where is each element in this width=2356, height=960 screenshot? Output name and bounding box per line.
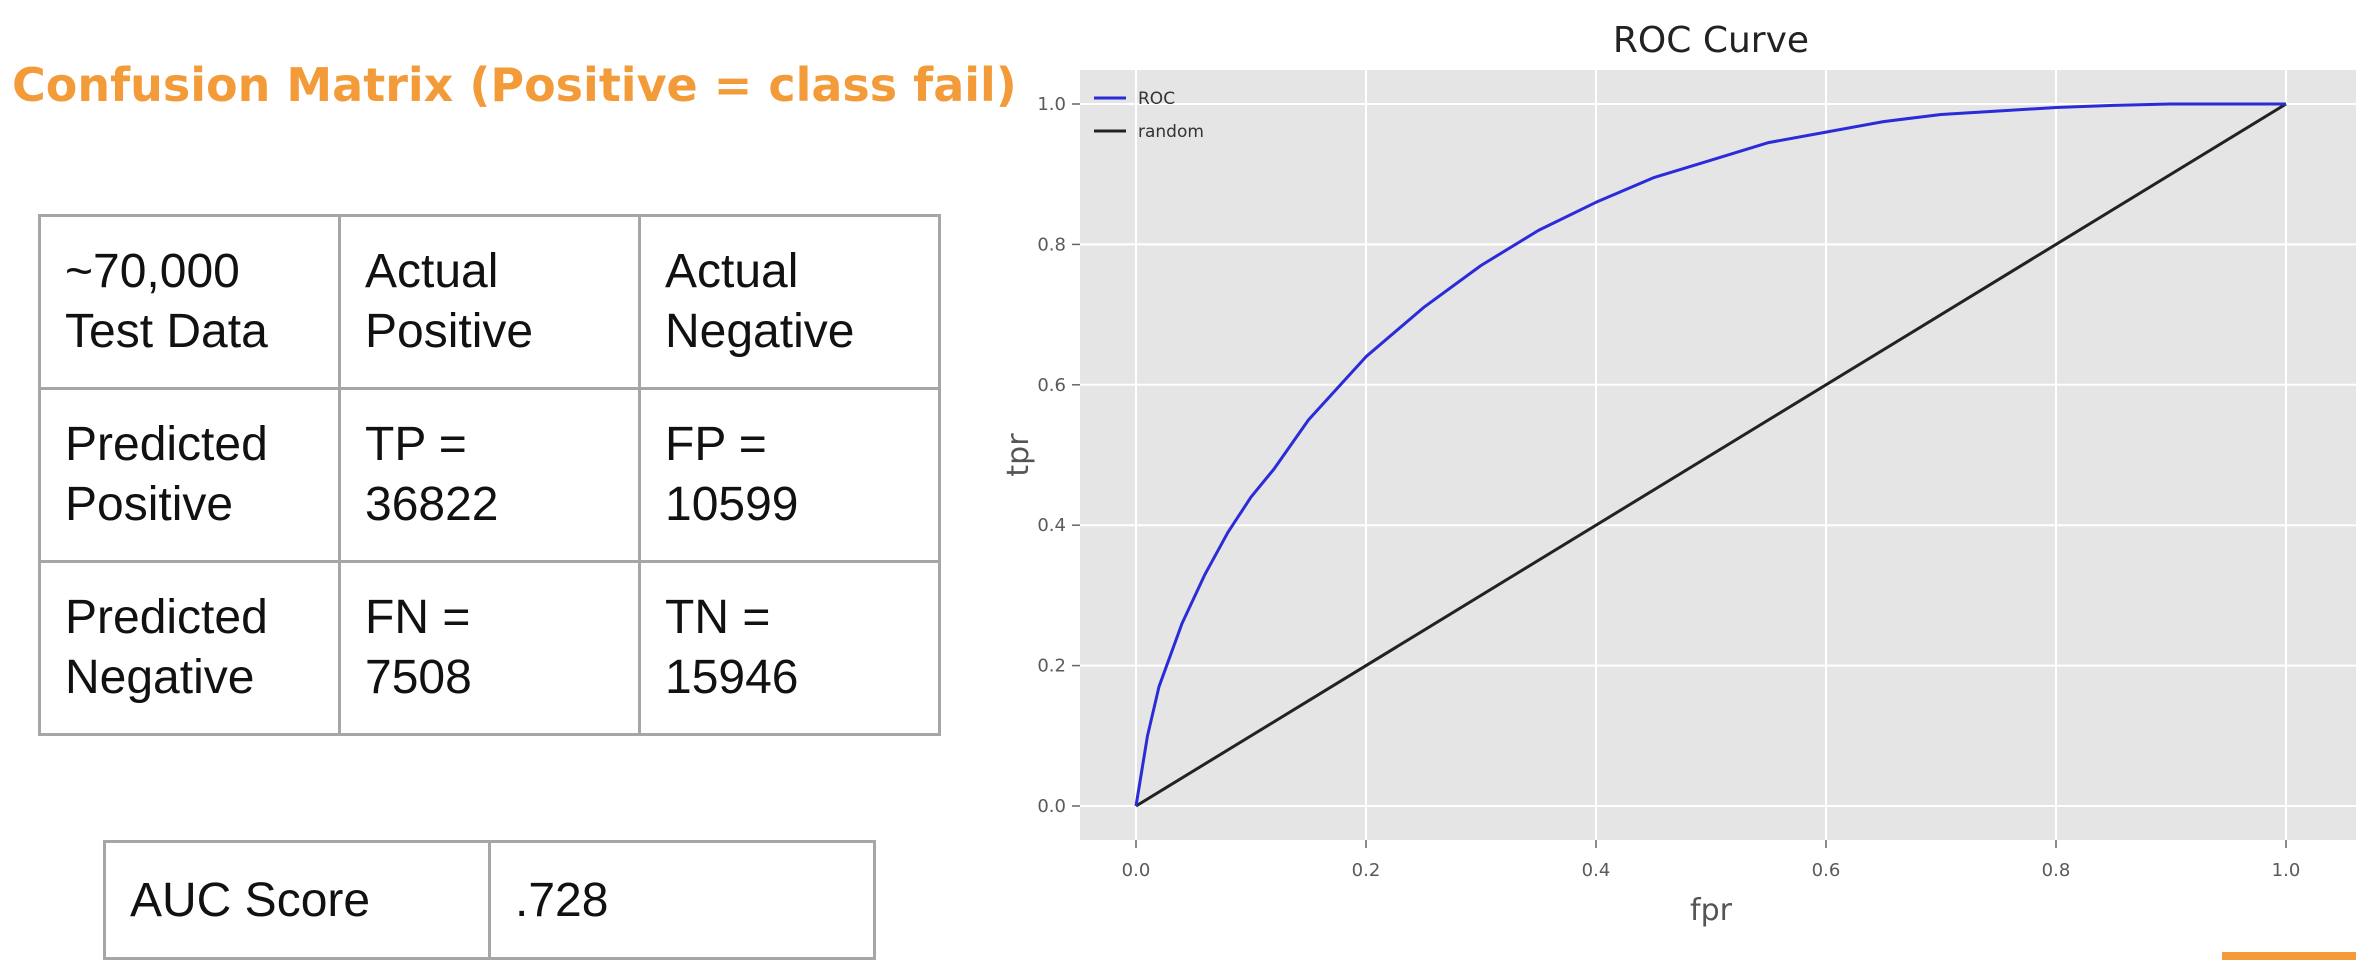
y-tick-label: 1.0 (1037, 94, 1066, 115)
table-row: Predicted Negative FN = 7508 TN = 15946 (38, 560, 941, 736)
y-axis-label: tpr (1001, 433, 1036, 477)
y-tick-label: 0.4 (1037, 515, 1066, 536)
table-row: Predicted Positive TP = 36822 FP = 10599 (38, 387, 941, 563)
table-row: AUC Score .728 (103, 840, 876, 960)
series-line-roc (1134, 102, 2286, 807)
x-axis-label: fpr (1690, 893, 1733, 928)
y-tick-label: 0.2 (1037, 656, 1066, 677)
table-cell: Predicted Negative (38, 560, 341, 736)
x-tick-label: 0.0 (1122, 860, 1151, 881)
table-cell: Actual Negative (638, 214, 941, 390)
table-cell: FN = 7508 (338, 560, 641, 736)
y-tick-label: 0.8 (1037, 234, 1066, 255)
confusion-matrix-table: ~70,000 Test Data Actual Positive Actual Ne… (38, 214, 941, 736)
auc-value: .728 (488, 840, 876, 960)
chart-title: ROC Curve (1613, 20, 1809, 61)
series-line-random (1135, 102, 2287, 808)
x-tick-label: 0.4 (1582, 860, 1611, 881)
table-cell: ~70,000 Test Data (38, 214, 341, 390)
x-tick-label: 0.6 (1812, 860, 1841, 881)
auc-label: AUC Score (103, 840, 491, 960)
table-cell: TP = 36822 (338, 387, 641, 563)
table-cell: Predicted Positive (38, 387, 341, 563)
series-lines (1134, 102, 2287, 808)
slide-title: Confusion Matrix (Positive = class fail) (12, 58, 1017, 112)
legend-label-roc: ROC (1138, 89, 1175, 109)
table-row: ~70,000 Test Data Actual Positive Actual Ne… (38, 214, 941, 390)
auc-table: AUC Score .728 (103, 840, 876, 960)
x-tick-label: 1.0 (2272, 860, 2301, 881)
table-cell: Actual Positive (338, 214, 641, 390)
table-cell: FP = 10599 (638, 387, 941, 563)
y-tick-label: 0.6 (1037, 375, 1066, 396)
axis-ticks: 0.0 0.2 0.4 0.6 0.8 1.0 0.0 0.2 0.4 0.6 0.8 1.0 (1037, 94, 2300, 881)
x-tick-label: 0.2 (1352, 860, 1381, 881)
corner-accent (2222, 952, 2356, 960)
legend-label-random: random (1138, 122, 1204, 142)
grid-lines (1080, 70, 2356, 840)
y-tick-label: 0.0 (1037, 796, 1066, 817)
x-tick-label: 0.8 (2042, 860, 2071, 881)
table-cell: TN = 15946 (638, 560, 941, 736)
chart-legend: ROC random (1094, 89, 1204, 142)
